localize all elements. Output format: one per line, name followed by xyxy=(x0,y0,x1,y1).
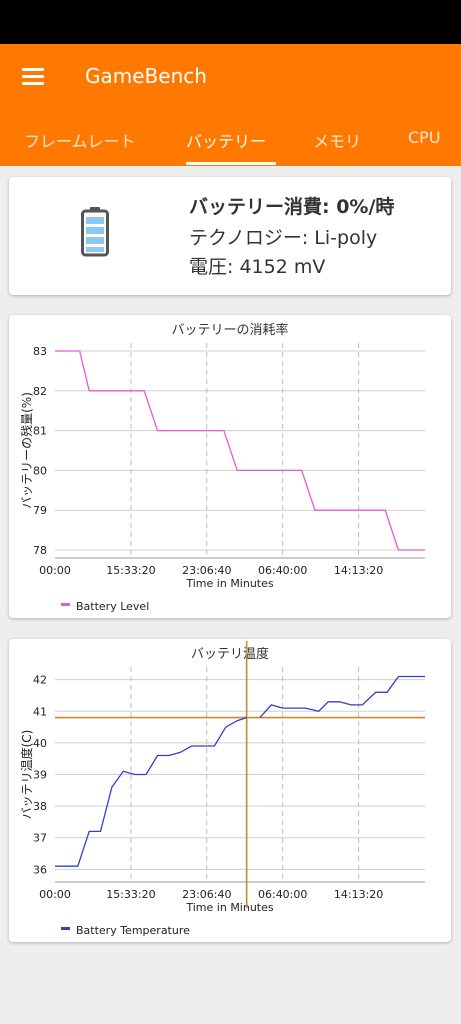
chart-title: バッテリ温度 xyxy=(191,646,269,662)
battery-info-card: バッテリー消費: 0%/時 テクノロジー: Li-poly 電圧: 4152 m… xyxy=(9,177,451,295)
y-tick-label: 37 xyxy=(33,832,47,845)
chart-title: バッテリーの消耗率 xyxy=(171,322,288,338)
battery-voltage: 電圧: 4152 mV xyxy=(189,256,326,278)
battery-temperature-chart-card: バッテリ温度 36 37 38 39 40 41 42 00:00 15:33:20 23:06:4… xyxy=(9,639,451,942)
x-tick-label: 15:33:20 xyxy=(106,564,155,577)
battery-technology: テクノロジー: Li-poly xyxy=(189,227,378,249)
x-tick-label: 15:33:20 xyxy=(106,888,155,901)
x-axis-label: Time in Minutes xyxy=(185,577,274,590)
x-tick-label: 00:00 xyxy=(39,888,71,901)
y-tick-label: 81 xyxy=(33,425,47,438)
app-title: GameBench xyxy=(85,64,207,88)
y-tick-label: 80 xyxy=(33,464,47,477)
status-bar xyxy=(0,0,461,44)
app-bar: GameBench フレームレート バッテリー メモリ CPU xyxy=(0,44,461,166)
x-tick-label: 23:06:40 xyxy=(182,564,231,577)
tab-battery[interactable]: バッテリー xyxy=(186,132,267,151)
y-tick-label: 38 xyxy=(33,800,47,813)
y-tick-label: 39 xyxy=(33,769,47,782)
y-tick-label: 42 xyxy=(33,674,47,687)
x-tick-label: 06:40:00 xyxy=(258,564,307,577)
x-tick-label: 00:00 xyxy=(39,564,71,577)
legend-label: Battery Temperature xyxy=(76,924,190,937)
active-tab-indicator xyxy=(186,162,276,165)
tab-framerate[interactable]: フレームレート xyxy=(24,132,136,151)
hamburger-menu-icon[interactable] xyxy=(22,68,44,86)
tab-cpu[interactable]: CPU xyxy=(408,128,441,147)
y-tick-label: 40 xyxy=(33,737,47,750)
x-tick-label: 14:13:20 xyxy=(334,564,383,577)
y-tick-label: 78 xyxy=(33,544,47,557)
legend-label: Battery Level xyxy=(76,600,149,613)
y-axis-label: バッテリ温度(C) xyxy=(19,730,34,820)
y-tick-label: 82 xyxy=(33,385,47,398)
battery-level-chart-card: バッテリーの消耗率 78 79 80 81 82 83 00:00 15:33:20 23:06:… xyxy=(9,315,451,618)
battery-temperature-chart: バッテリ温度 36 37 38 39 40 41 42 00:00 15:33:20 23:06:4… xyxy=(19,641,425,937)
y-tick-label: 41 xyxy=(33,705,47,718)
battery-level-chart: バッテリーの消耗率 78 79 80 81 82 83 00:00 15:33:20 23:06:… xyxy=(20,322,425,613)
x-axis-label: Time in Minutes xyxy=(185,901,274,914)
x-tick-label: 14:13:20 xyxy=(334,888,383,901)
x-tick-label: 23:06:40 xyxy=(182,888,231,901)
y-axis-label: バッテリーの残量(%) xyxy=(20,392,34,509)
tab-memory[interactable]: メモリ xyxy=(313,132,362,151)
battery-consumption: バッテリー消費: 0%/時 xyxy=(189,196,395,218)
series-line xyxy=(259,675,425,719)
legend-swatch xyxy=(61,603,70,606)
series-line xyxy=(55,350,425,551)
series-line xyxy=(55,716,247,867)
y-tick-label: 79 xyxy=(33,504,47,517)
y-tick-label: 36 xyxy=(33,863,47,876)
legend-swatch xyxy=(61,927,70,930)
y-tick-label: 83 xyxy=(33,345,47,358)
battery-icon xyxy=(81,207,109,257)
x-tick-label: 06:40:00 xyxy=(258,888,307,901)
